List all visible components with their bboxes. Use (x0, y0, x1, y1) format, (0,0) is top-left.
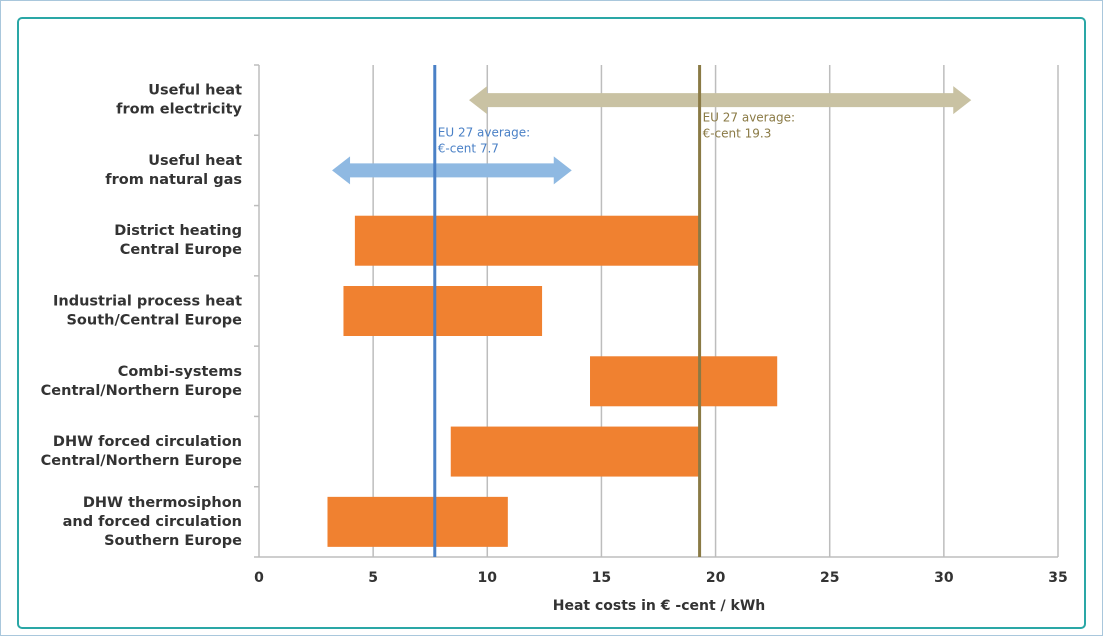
x-tick-label: 30 (934, 570, 954, 586)
x-tick-label: 10 (478, 570, 498, 586)
range-bar (450, 426, 700, 477)
reference-label: €-cent 19.3 (703, 127, 772, 141)
category-label: District heating (114, 223, 242, 239)
range-arrow (469, 86, 972, 115)
category-label: Central/Northern Europe (41, 383, 243, 399)
category-label: Central/Northern Europe (41, 453, 243, 469)
category-label: and forced circulation (63, 514, 242, 530)
x-tick-label: 20 (706, 570, 726, 586)
category-label: Useful heat (148, 153, 242, 169)
x-tick-label: 5 (368, 570, 378, 586)
x-tick-label: 35 (1048, 570, 1067, 586)
range-bar (354, 215, 700, 266)
x-tick-label: 0 (254, 570, 264, 586)
category-label: South/Central Europe (66, 313, 242, 329)
category-label: Combi-systems (118, 364, 242, 380)
category-label: Southern Europe (104, 533, 242, 549)
range-bar (343, 286, 543, 336)
range-bar (327, 496, 508, 547)
category-label: DHW forced circulation (53, 434, 242, 450)
category-label: Useful heat (148, 83, 242, 99)
range-bar (590, 356, 778, 407)
chart-frame (17, 17, 1086, 629)
reference-label: EU 27 average: (438, 126, 530, 140)
reference-label: EU 27 average: (703, 111, 795, 125)
category-label: Industrial process heat (53, 294, 242, 310)
x-tick-label: 25 (820, 570, 839, 586)
reference-label: €-cent 7.7 (438, 142, 499, 156)
range-arrow (332, 156, 572, 185)
category-label: from electricity (116, 102, 242, 118)
category-label: DHW thermosiphon (83, 495, 242, 511)
category-label: from natural gas (105, 172, 242, 188)
x-tick-label: 15 (592, 570, 611, 586)
category-label: Central Europe (120, 242, 242, 258)
x-axis-label: Heat costs in € -cent / kWh (553, 598, 765, 614)
